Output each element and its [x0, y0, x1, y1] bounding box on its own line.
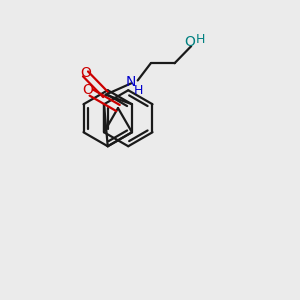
Text: O: O	[185, 35, 196, 49]
Text: O: O	[82, 82, 93, 97]
Text: N: N	[126, 75, 136, 89]
Text: O: O	[81, 66, 92, 80]
Text: H: H	[196, 33, 205, 46]
Text: H: H	[134, 84, 143, 97]
